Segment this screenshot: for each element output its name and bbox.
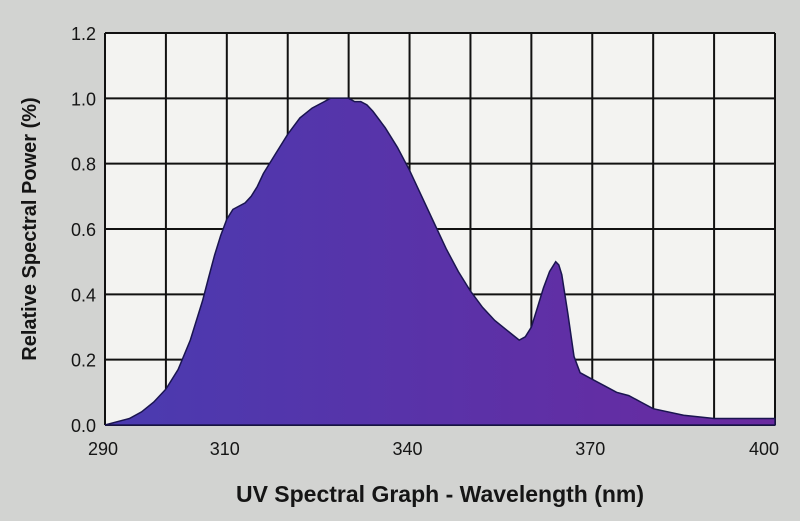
y-tick-label: 0.4 (71, 285, 96, 305)
y-tick-label: 0.6 (71, 220, 96, 240)
spectral-area (104, 97, 776, 426)
x-tick-label: 310 (210, 439, 240, 459)
x-tick-label: 340 (393, 439, 423, 459)
x-tick-label: 370 (575, 439, 605, 459)
y-tick-label: 0.2 (71, 351, 96, 371)
y-tick-label: 0.8 (71, 155, 96, 175)
x-tick-label: 400 (749, 439, 779, 459)
y-tick-label: 1.0 (71, 89, 96, 109)
tick-labels: 0.0 0.2 0.4 0.6 0.8 1.0 1.2 290 310 340 370 400 (71, 24, 779, 459)
y-tick-label: 1.2 (71, 24, 96, 44)
x-axis-title: UV Spectral Graph - Wavelength (nm) (236, 481, 644, 507)
y-axis-title: Relative Spectral Power (%) (19, 97, 41, 360)
x-tick-label: 290 (88, 439, 118, 459)
y-tick-label: 0.0 (71, 416, 96, 436)
